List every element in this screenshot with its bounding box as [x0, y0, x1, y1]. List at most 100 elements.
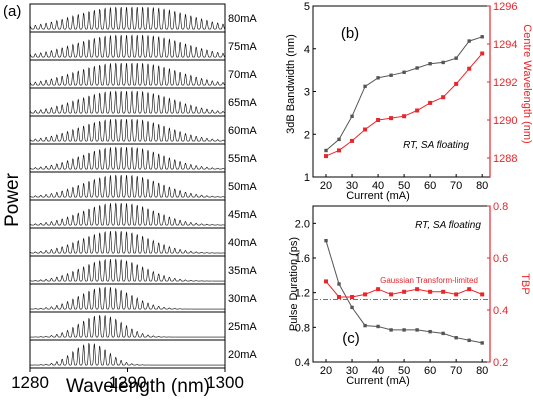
y-tick-label: 1.6: [295, 253, 310, 265]
current-label: 60mA: [228, 125, 257, 137]
y-right-tick-label: 0.4: [493, 305, 508, 317]
data-point: [415, 66, 419, 70]
data-point: [480, 51, 485, 56]
current-label: 75mA: [228, 41, 257, 53]
spectrum-trace: [29, 118, 226, 142]
data-point: [376, 118, 381, 122]
panel-a-spectra: (a) Power Wavelength (nm) 80mA 75mA 70mA 65…: [2, 3, 257, 397]
reference-line-label: Gaussian Transform-limited: [380, 276, 478, 285]
x-tick-label: 30: [346, 180, 358, 192]
spectrum-frame: [29, 283, 226, 313]
panel-b-annotation: RT, SA floating: [403, 140, 469, 151]
y-tick-label: 4: [304, 44, 310, 56]
spectrum-trace: [29, 174, 226, 198]
data-point: [402, 289, 407, 294]
data-point: [337, 295, 342, 299]
y-right-tick-label: 1292: [493, 77, 517, 89]
current-label: 40mA: [228, 237, 257, 249]
x-tick-label: 1300: [206, 373, 244, 392]
data-point: [402, 114, 407, 119]
data-point: [363, 323, 367, 328]
panel-c-annotation: RT, SA floating: [415, 220, 481, 231]
data-point: [389, 328, 393, 332]
data-point: [428, 100, 433, 105]
data-point: [324, 148, 328, 153]
y-tick-label: 2.0: [295, 218, 310, 230]
y-right-tick-label: 1288: [493, 153, 517, 165]
spectrum-trace: [29, 258, 225, 282]
data-point: [441, 95, 446, 100]
data-point: [337, 137, 341, 142]
current-label: 65mA: [228, 97, 257, 109]
panel-c-ylabel-right: TBP: [519, 273, 531, 294]
y-right-tick-label: 0.8: [493, 201, 508, 213]
current-label: 45mA: [228, 209, 257, 221]
data-point: [454, 336, 458, 340]
series-line: [325, 36, 483, 151]
x-tick-label: 50: [398, 180, 410, 192]
current-label: 55mA: [228, 153, 257, 165]
spectrum-trace: [29, 62, 226, 86]
y-tick-label: 0.4: [295, 357, 310, 369]
x-tick-label: 60: [424, 365, 436, 377]
data-point: [350, 114, 354, 118]
data-point: [467, 338, 471, 343]
data-point: [480, 341, 484, 345]
data-point: [467, 66, 472, 71]
panel-b-bandwidth: (b) RT, SA floating Current (mA) 3dB Ban…: [285, 1, 533, 202]
data-point: [441, 60, 445, 65]
y-tick-label: 5: [304, 1, 310, 13]
spectrum-trace: [29, 202, 226, 226]
data-point: [480, 35, 484, 39]
x-tick-label: 1290: [109, 373, 147, 392]
data-point: [415, 287, 420, 292]
x-tick-label: 40: [372, 365, 384, 377]
y-right-tick-label: 0.2: [493, 357, 508, 369]
data-point: [389, 73, 393, 77]
spectrum-trace: [29, 90, 226, 114]
y-right-tick-label: 0.6: [493, 253, 508, 265]
x-tick-label: 70: [450, 180, 462, 192]
power-axis-label: Power: [2, 172, 23, 227]
x-tick-label: 80: [476, 180, 488, 192]
data-point: [454, 56, 458, 60]
data-point: [467, 39, 471, 43]
data-point: [389, 292, 394, 297]
x-tick-label: 20: [320, 365, 332, 377]
panel-a-label: (a): [3, 3, 21, 20]
x-tick-label: 60: [424, 180, 436, 192]
data-point: [350, 295, 355, 299]
panel-c-pulse: (c) RT, SA floating Gaussian Transform-l…: [288, 201, 531, 387]
y-tick-label: 2: [304, 129, 310, 141]
data-point: [376, 287, 381, 292]
data-point: [350, 305, 354, 310]
wavelength-axis-label: Wavelength (nm): [66, 376, 210, 397]
current-label: 50mA: [228, 181, 257, 193]
data-point: [480, 292, 485, 297]
x-tick-label: 20: [320, 180, 332, 192]
current-label: 80mA: [228, 13, 257, 25]
y-right-tick-label: 1296: [493, 1, 517, 13]
data-point: [402, 70, 406, 74]
data-point: [389, 116, 394, 121]
spectrum-trace: [29, 146, 226, 170]
data-point: [454, 81, 459, 86]
spectrum-frame: [29, 311, 226, 341]
data-point: [363, 127, 368, 132]
data-point: [337, 282, 341, 286]
y-tick-label: 1.2: [295, 288, 310, 300]
data-point: [454, 292, 459, 297]
spectrum-trace: [30, 342, 225, 366]
current-label: 25mA: [228, 321, 257, 333]
spectrum-trace: [29, 230, 225, 254]
data-point: [363, 292, 368, 297]
data-point: [376, 324, 380, 329]
x-tick-label: 1280: [11, 373, 49, 392]
data-point: [428, 329, 432, 334]
panel-b-xlabel: Current (mA): [346, 190, 410, 202]
x-tick-label: 50: [398, 365, 410, 377]
current-label: 20mA: [228, 349, 257, 361]
data-point: [376, 76, 380, 80]
y-right-tick-label: 1290: [493, 115, 517, 127]
spectrum-trace: [29, 286, 225, 310]
